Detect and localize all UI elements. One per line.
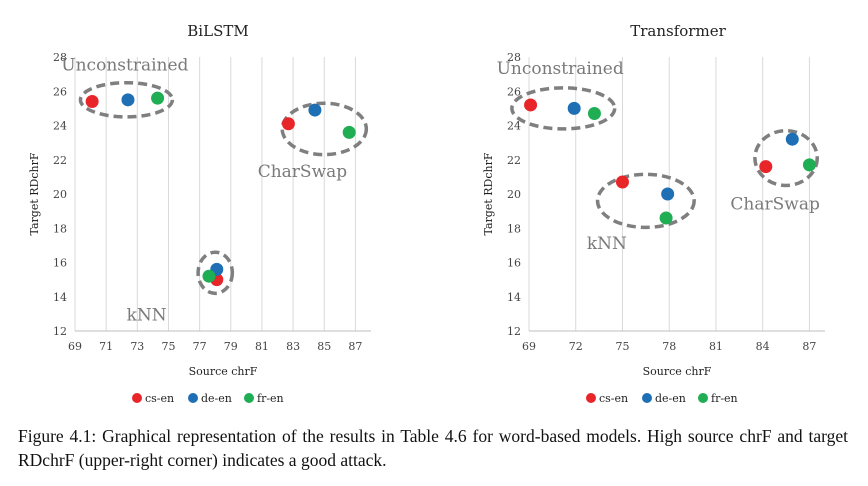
x-axis-label: Source chrF	[189, 365, 258, 378]
y-tick-label: 24	[53, 120, 67, 133]
data-point-fr-en	[202, 269, 216, 283]
y-tick-label: 14	[53, 291, 67, 304]
group-label-knn: kNN	[587, 234, 627, 254]
data-point-de-en	[785, 132, 799, 146]
x-tick-label: 75	[161, 340, 175, 353]
y-tick-label: 26	[53, 85, 67, 98]
group-ellipse-knn	[196, 250, 235, 296]
data-point-fr-en	[659, 211, 673, 225]
data-point-cs-en	[85, 95, 99, 109]
group-label-charswap: CharSwap	[730, 194, 820, 214]
y-tick-label: 22	[53, 154, 67, 167]
x-tick-label: 78	[662, 340, 676, 353]
legend-marker-de-en	[188, 393, 198, 403]
y-tick-label: 20	[53, 188, 67, 201]
group-label-charswap: CharSwap	[258, 162, 348, 182]
x-tick-label: 84	[756, 340, 770, 353]
x-tick-label: 81	[255, 340, 269, 353]
y-tick-label: 26	[507, 85, 521, 98]
legend-marker-de-en	[642, 393, 652, 403]
chart-panel-2: Transformer 69 72 75 78 81 84 87 12 14 16 18 20 22 24 2…	[482, 22, 825, 405]
y-axis-label: Target RDchrF	[28, 152, 41, 235]
chart-title: Transformer	[630, 22, 726, 40]
legend-marker-fr-en	[698, 393, 708, 403]
chart-title: BiLSTM	[187, 22, 248, 40]
data-point-cs-en	[615, 175, 629, 189]
data-point-cs-en	[524, 98, 538, 112]
legend: cs-en de-en fr-en	[132, 392, 284, 405]
x-tick-label: 75	[615, 340, 629, 353]
x-axis-label: Source chrF	[643, 365, 712, 378]
y-tick-label: 22	[507, 154, 521, 167]
y-tick-label: 18	[53, 222, 67, 235]
y-tick-label: 20	[507, 188, 521, 201]
group-ellipse-charswap	[753, 128, 819, 188]
data-point-de-en	[308, 103, 322, 117]
x-tick-label: 69	[522, 340, 536, 353]
legend-label-de-en: de-en	[655, 392, 686, 405]
legend-marker-cs-en	[132, 393, 142, 403]
legend-label-cs-en: cs-en	[145, 392, 174, 405]
data-point-fr-en	[342, 125, 356, 139]
figure-caption: Figure 4.1: Graphical representation of …	[18, 426, 848, 470]
x-tick-label: 83	[286, 340, 300, 353]
x-tick-label: 79	[224, 340, 238, 353]
data-point-de-en	[567, 101, 581, 115]
data-point-fr-en	[802, 158, 816, 172]
x-tick-label: 73	[130, 340, 144, 353]
y-tick-label: 28	[53, 51, 67, 64]
group-ellipse-unconstrained	[510, 86, 617, 131]
x-tick-label: 71	[99, 340, 113, 353]
x-tick-label: 69	[68, 340, 82, 353]
data-point-cs-en	[759, 160, 773, 174]
legend-marker-cs-en	[586, 393, 596, 403]
chart-panel-1: BiLSTM 69 71 73 75 77 79 81 83 85 87 12 14 16 18 20 22 24…	[28, 22, 371, 405]
legend-label-fr-en: fr-en	[711, 392, 738, 405]
x-tick-label: 81	[709, 340, 723, 353]
x-tick-label: 77	[193, 340, 207, 353]
legend-marker-fr-en	[244, 393, 254, 403]
y-axis-label: Target RDchrF	[482, 152, 495, 235]
y-tick-label: 12	[53, 325, 67, 338]
y-tick-label: 24	[507, 120, 521, 133]
legend-label-cs-en: cs-en	[599, 392, 628, 405]
group-ellipse-unconstrained	[78, 80, 175, 119]
data-point-cs-en	[281, 117, 295, 131]
data-point-fr-en	[151, 91, 165, 105]
data-point-de-en	[121, 93, 135, 107]
x-tick-label: 87	[802, 340, 816, 353]
y-tick-label: 16	[507, 257, 521, 270]
y-tick-label: 14	[507, 291, 521, 304]
y-tick-label: 12	[507, 325, 521, 338]
group-label-unconstrained: Unconstrained	[61, 56, 188, 76]
x-tick-label: 72	[569, 340, 583, 353]
y-tick-label: 18	[507, 222, 521, 235]
data-point-fr-en	[587, 107, 601, 121]
group-label-knn: kNN	[127, 306, 167, 326]
y-tick-label: 28	[507, 51, 521, 64]
group-ellipse-charswap	[280, 101, 369, 157]
x-tick-label: 87	[348, 340, 362, 353]
x-tick-label: 85	[317, 340, 331, 353]
legend-label-de-en: de-en	[201, 392, 232, 405]
group-ellipse-knn	[595, 172, 696, 230]
data-point-de-en	[661, 187, 675, 201]
group-label-unconstrained: Unconstrained	[497, 59, 624, 79]
legend-label-fr-en: fr-en	[257, 392, 284, 405]
legend: cs-en de-en fr-en	[586, 392, 738, 405]
y-tick-label: 16	[53, 257, 67, 270]
